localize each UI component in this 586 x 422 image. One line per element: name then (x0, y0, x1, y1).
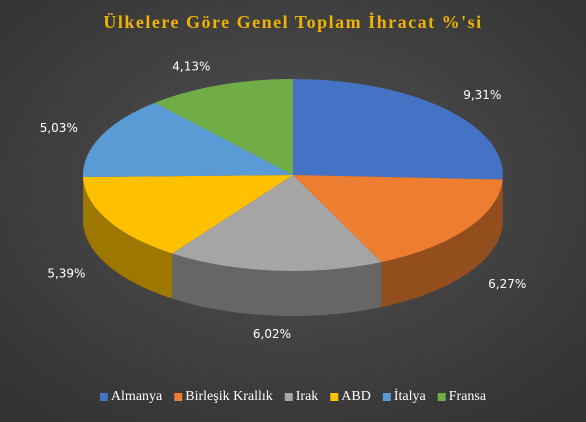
legend-label: Fransa (449, 389, 487, 404)
legend-swatch (99, 393, 108, 401)
slice (293, 175, 503, 263)
legend-swatch (330, 393, 339, 401)
data-label: 5,03% (40, 121, 78, 135)
legend-label: Irak (296, 389, 319, 404)
data-label: 5,39% (47, 267, 85, 281)
slice-side (172, 253, 382, 316)
legend-label: İtalya (394, 388, 427, 404)
slice-side (83, 177, 173, 299)
data-label: 6,02% (253, 327, 291, 341)
legend-swatch (382, 393, 391, 401)
slice (154, 79, 293, 175)
chart-title: Ülkelere Göre Genel Toplam İhracat %'si (103, 12, 482, 32)
slice (83, 175, 293, 254)
legend: Almanya Birleşik Krallık Irak ABD İtalya Fran… (99, 388, 487, 404)
data-label: 9,31% (463, 88, 501, 102)
slice (83, 102, 293, 178)
data-label: 4,13% (172, 60, 210, 74)
slice (172, 175, 382, 271)
slice-side (381, 179, 503, 308)
legend-label: ABD (341, 389, 371, 404)
legend-swatch (284, 393, 293, 401)
data-label: 6,27% (488, 277, 526, 291)
legend-label: Almanya (111, 389, 163, 404)
slice (293, 79, 503, 180)
legend-swatch (437, 393, 446, 401)
legend-label: Birleşik Krallık (185, 389, 273, 404)
legend-swatch (174, 393, 183, 401)
